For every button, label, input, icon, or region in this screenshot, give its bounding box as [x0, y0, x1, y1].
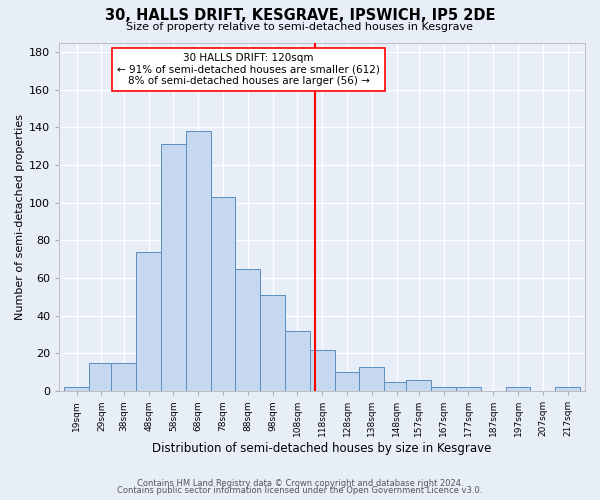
Text: Contains HM Land Registry data © Crown copyright and database right 2024.: Contains HM Land Registry data © Crown c… [137, 478, 463, 488]
Bar [406, 380, 431, 391]
Bar [384, 382, 409, 391]
Bar [310, 350, 335, 391]
Text: Size of property relative to semi-detached houses in Kesgrave: Size of property relative to semi-detach… [127, 22, 473, 32]
Bar [235, 268, 260, 391]
Bar [211, 197, 235, 391]
Text: Contains public sector information licensed under the Open Government Licence v3: Contains public sector information licen… [118, 486, 482, 495]
Bar [136, 252, 161, 391]
Bar [112, 363, 136, 391]
Bar [89, 363, 114, 391]
Bar [285, 331, 310, 391]
Text: 30, HALLS DRIFT, KESGRAVE, IPSWICH, IP5 2DE: 30, HALLS DRIFT, KESGRAVE, IPSWICH, IP5 … [105, 8, 495, 22]
X-axis label: Distribution of semi-detached houses by size in Kesgrave: Distribution of semi-detached houses by … [152, 442, 492, 455]
Bar [161, 144, 186, 391]
Bar [456, 388, 481, 391]
Bar [260, 295, 285, 391]
Bar [555, 388, 580, 391]
Bar [186, 131, 211, 391]
Bar [335, 372, 359, 391]
Text: 30 HALLS DRIFT: 120sqm
← 91% of semi-detached houses are smaller (612)
8% of sem: 30 HALLS DRIFT: 120sqm ← 91% of semi-det… [117, 53, 380, 86]
Bar [506, 388, 530, 391]
Bar [359, 366, 384, 391]
Bar [431, 388, 456, 391]
Bar [64, 388, 89, 391]
Y-axis label: Number of semi-detached properties: Number of semi-detached properties [15, 114, 25, 320]
